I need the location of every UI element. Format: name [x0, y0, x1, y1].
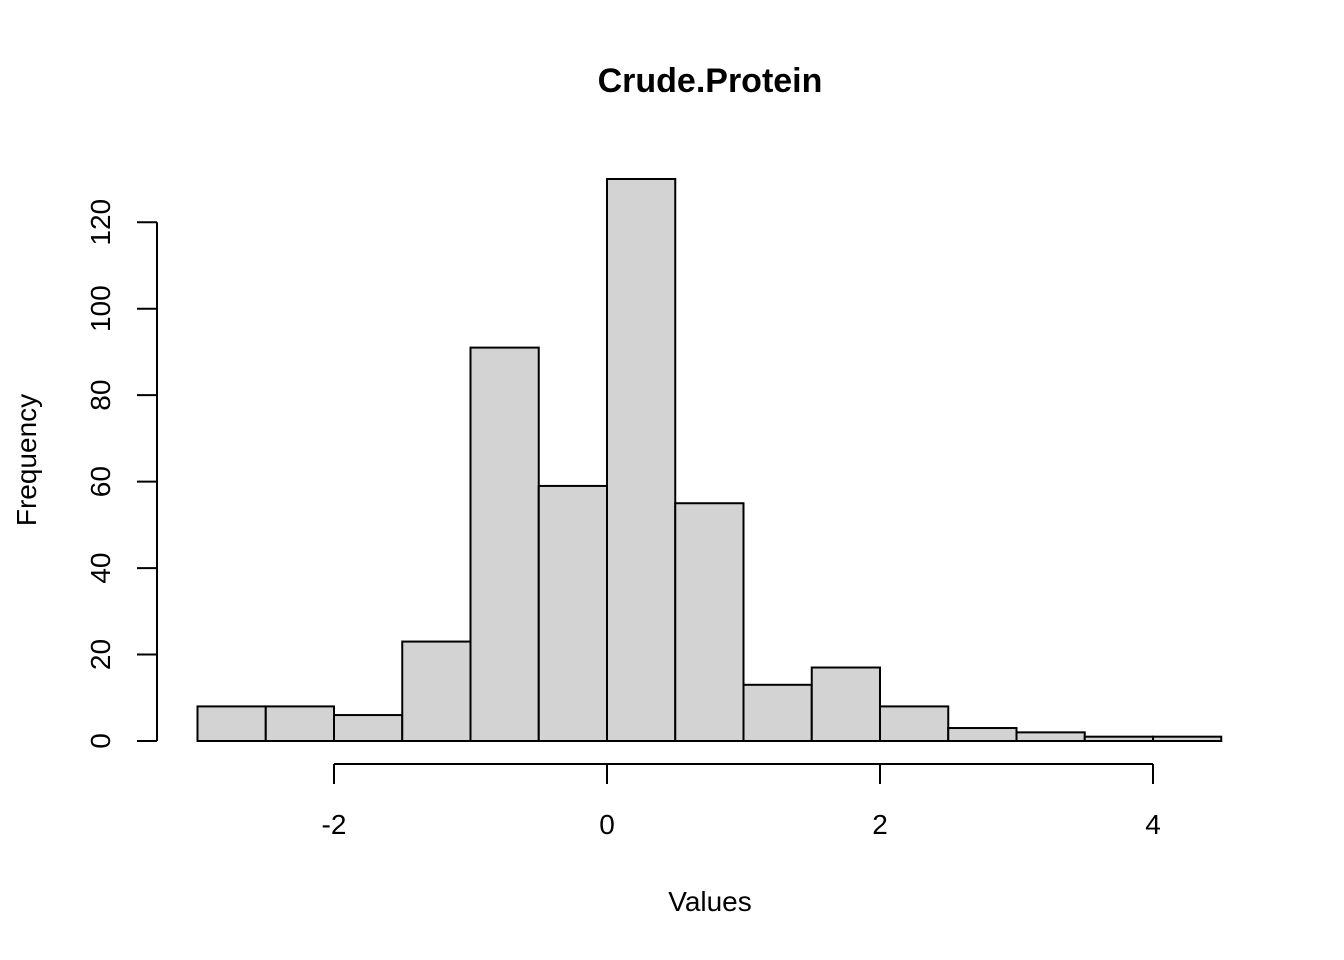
chart-title: Crude.Protein [598, 62, 823, 100]
y-tick-label-0: 0 [85, 733, 116, 749]
histogram-bar-14 [1152, 735, 1223, 743]
y-axis: 0 20 40 60 80 100 120 [85, 199, 158, 749]
x-axis-label: Values [668, 886, 752, 917]
histogram-bar-7 [674, 502, 745, 742]
y-tick-label-6: 120 [85, 199, 116, 246]
histogram-bar-0 [196, 705, 267, 743]
histogram-bar-1 [264, 705, 335, 743]
y-tick-label-5: 100 [85, 285, 116, 332]
y-axis-label: Frequency [11, 394, 42, 526]
bars-group [196, 178, 1223, 743]
y-tick-label-2: 40 [85, 552, 116, 583]
histogram-bar-9 [810, 666, 881, 742]
histogram-bar-6 [606, 178, 677, 742]
y-tick-label-4: 80 [85, 380, 116, 411]
x-axis: -2 0 2 4 [322, 763, 1161, 840]
histogram-bar-10 [879, 705, 950, 743]
histogram-bar-13 [1083, 735, 1154, 743]
histogram-bar-8 [742, 683, 813, 742]
histogram-bar-4 [469, 346, 540, 742]
histogram-bar-11 [947, 727, 1018, 742]
x-tick-label-2: 2 [872, 809, 888, 840]
y-tick-label-3: 60 [85, 466, 116, 497]
histogram-bar-5 [537, 484, 608, 743]
histogram-bar-2 [333, 714, 404, 742]
x-tick-label-3: 4 [1145, 809, 1161, 840]
histogram-bar-12 [1015, 731, 1086, 742]
x-tick-label-0: -2 [322, 809, 347, 840]
histogram-bar-3 [401, 640, 472, 742]
x-tick-label-1: 0 [599, 809, 615, 840]
y-tick-label-1: 20 [85, 639, 116, 670]
